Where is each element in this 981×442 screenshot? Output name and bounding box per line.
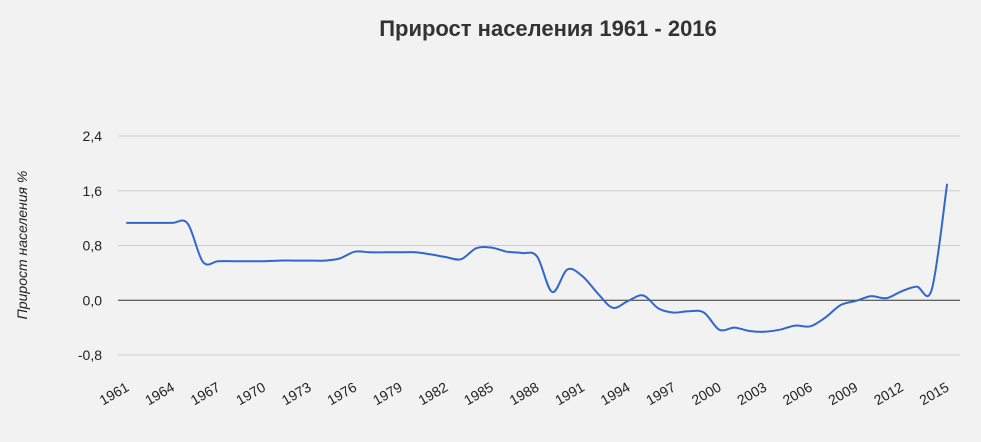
y-tick-label: 0,8 <box>83 238 103 254</box>
x-tick-label: 2012 <box>871 379 906 409</box>
x-tick-label: 1964 <box>142 379 177 409</box>
x-tick-label: 1973 <box>279 379 314 409</box>
y-axis-ticks: 2,4 1,6 0,8 0,0 -0,8 <box>78 128 102 363</box>
x-tick-label: 1967 <box>188 379 223 409</box>
x-tick-label: 1997 <box>643 379 678 409</box>
x-tick-label: 1985 <box>461 379 496 409</box>
y-tick-label: 0,0 <box>83 292 103 308</box>
x-tick-label: 1979 <box>370 379 405 409</box>
x-tick-label: 2000 <box>689 379 724 409</box>
x-tick-label: 2003 <box>734 379 769 409</box>
x-tick-label: 2006 <box>780 379 815 409</box>
x-tick-label: 1961 <box>97 379 132 409</box>
x-tick-label: 1982 <box>415 379 450 409</box>
series-line <box>126 183 948 333</box>
series-lines <box>126 183 948 333</box>
x-tick-label: 1976 <box>324 379 359 409</box>
x-tick-label: 2009 <box>825 379 860 409</box>
chart-title: Прирост населения 1961 - 2016 <box>379 16 717 41</box>
grid-lines <box>118 135 960 356</box>
y-tick-label: 1,6 <box>83 183 103 199</box>
x-tick-label: 2015 <box>917 379 952 409</box>
x-tick-label: 1970 <box>233 379 268 409</box>
y-tick-label: -0,8 <box>78 347 102 363</box>
y-tick-label: 2,4 <box>83 128 103 144</box>
x-tick-label: 1988 <box>507 379 542 409</box>
x-tick-label: 1991 <box>552 379 587 409</box>
x-tick-label: 1994 <box>598 379 633 409</box>
x-axis-ticks: 1961 1964 1967 1970 1973 1976 1979 1982 1985 1988… <box>97 379 952 409</box>
y-axis-title: Прирост населения % <box>14 171 30 320</box>
